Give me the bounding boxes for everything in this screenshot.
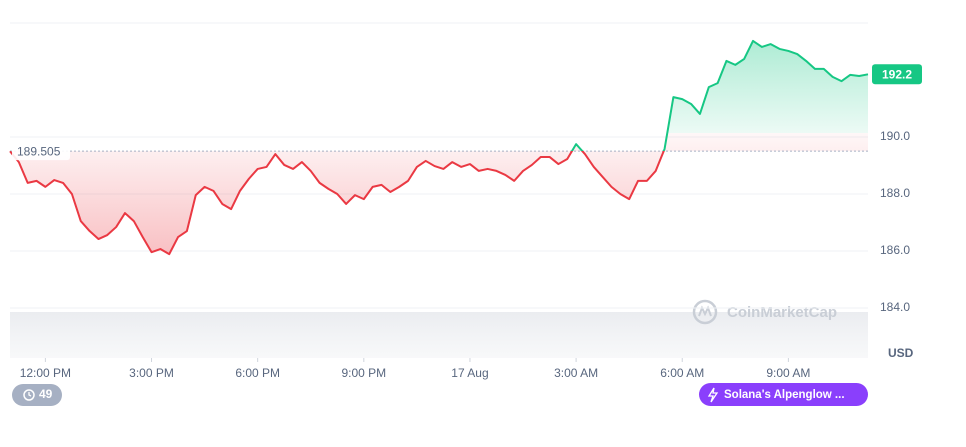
y-tick-label: 190.0 <box>880 129 910 143</box>
history-badge[interactable]: 49 <box>12 384 62 406</box>
last-price-label: 192.2 <box>882 67 912 81</box>
x-tick-label: 9:00 AM <box>766 366 810 380</box>
x-tick-label: 17 Aug <box>451 366 488 380</box>
watermark-text: CoinMarketCap <box>727 304 837 321</box>
badge-count: 49 <box>39 387 53 401</box>
baseline-label: 189.505 <box>17 144 61 158</box>
x-tick-label: 6:00 AM <box>660 366 704 380</box>
baseline-label-bg <box>12 142 70 161</box>
volume-band <box>10 312 868 358</box>
y-tick-label: 188.0 <box>880 186 910 200</box>
x-tick-label: 6:00 PM <box>235 366 280 380</box>
news-button-text: Solana's Alpenglow ... <box>724 389 845 401</box>
x-tick-label: 3:00 PM <box>129 366 174 380</box>
x-tick-label: 12:00 PM <box>20 366 71 380</box>
x-tick-label: 9:00 PM <box>341 366 386 380</box>
x-tick-label: 3:00 AM <box>554 366 598 380</box>
news-button[interactable]: Solana's Alpenglow ... <box>699 383 868 406</box>
y-tick-label: 184.0 <box>880 300 910 314</box>
price-line <box>9 39 869 256</box>
y-tick-label: 186.0 <box>880 243 910 257</box>
currency-label: USD <box>888 346 914 360</box>
last-price-tag <box>872 64 922 85</box>
price-area <box>10 40 868 255</box>
